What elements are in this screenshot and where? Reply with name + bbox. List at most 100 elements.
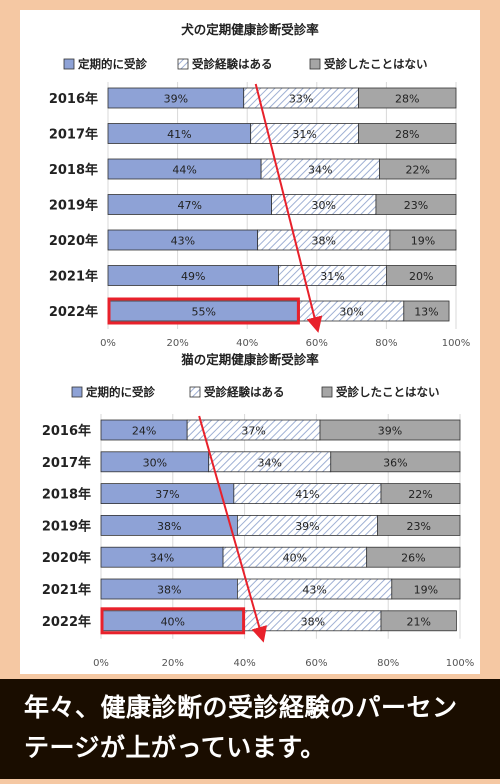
data-label: 33%	[289, 93, 313, 106]
data-label: 23%	[404, 199, 428, 212]
category-label: 2016年	[42, 423, 91, 439]
chart-title: 犬の定期健康診断受診率	[180, 22, 319, 37]
data-label: 43%	[171, 235, 195, 248]
x-tick-label: 80%	[377, 658, 399, 669]
data-label: 49%	[181, 270, 205, 283]
data-label: 38%	[312, 235, 336, 248]
chart-panel: 犬の定期健康診断受診率 定期的に受診 受診経験はある 受診したことはない 0% 20% 40…	[20, 10, 480, 674]
x-tick-label: 40%	[236, 338, 258, 349]
trend-arrow	[254, 83, 323, 333]
data-label: 39%	[378, 425, 402, 438]
bar-segment	[403, 300, 450, 322]
legend-swatch	[321, 386, 333, 398]
data-label: 40%	[283, 552, 307, 565]
x-tick-label: 60%	[306, 338, 328, 349]
highlight-box	[107, 297, 300, 325]
data-label: 22%	[405, 164, 429, 177]
data-label: 23%	[406, 520, 430, 533]
category-label: 2020年	[49, 233, 98, 249]
category-label: 2018年	[42, 487, 91, 503]
bar-segment	[380, 483, 461, 505]
category-label: 2017年	[49, 127, 98, 143]
data-label: 34%	[308, 164, 332, 177]
legend-label: 受診経験はある	[192, 57, 273, 71]
legend-swatch	[71, 386, 83, 398]
caption-text: 年々、健康診断の受診経験のパーセンテージが上がっています。	[0, 679, 500, 779]
category-label: 2018年	[49, 162, 98, 178]
x-tick-label: 20%	[166, 338, 188, 349]
data-label: 30%	[339, 306, 363, 319]
chart-title: 猫の定期健康診断受診率	[181, 352, 319, 367]
data-label: 47%	[178, 199, 202, 212]
bar-segment	[377, 514, 461, 536]
data-label: 34%	[150, 552, 174, 565]
data-label: 30%	[143, 456, 167, 469]
data-label: 31%	[320, 270, 344, 283]
data-label: 43%	[302, 584, 326, 597]
trend-arrow	[198, 415, 268, 643]
bar-segment	[330, 451, 461, 473]
category-label: 2020年	[42, 550, 91, 566]
legend-swatch	[309, 58, 321, 70]
x-tick-label: 100%	[446, 658, 475, 669]
data-label: 21%	[406, 615, 430, 628]
legend-label: 受診したことはない	[336, 385, 440, 399]
legend-swatch	[63, 58, 75, 70]
data-label: 19%	[411, 235, 435, 248]
category-label: 2016年	[49, 91, 98, 107]
category-label: 2022年	[42, 614, 91, 630]
x-tick-label: 20%	[162, 658, 184, 669]
data-label: 26%	[401, 552, 425, 565]
data-label: 13%	[414, 306, 438, 319]
bar-segment	[379, 158, 457, 180]
bar-segment	[366, 546, 461, 568]
data-label: 34%	[258, 456, 282, 469]
legend-label: 受診経験はある	[204, 385, 285, 399]
category-label: 2022年	[49, 304, 98, 320]
highlight-box	[100, 607, 246, 635]
data-label: 31%	[292, 128, 316, 141]
bar-segment	[319, 419, 461, 441]
bar-segment	[391, 578, 461, 600]
data-label: 22%	[408, 488, 432, 501]
x-tick-label: 0%	[93, 658, 109, 669]
data-label: 28%	[395, 93, 419, 106]
data-label: 19%	[414, 584, 438, 597]
x-tick-label: 100%	[442, 338, 471, 349]
bar-segment	[385, 265, 457, 286]
data-label: 41%	[167, 128, 191, 141]
data-label: 41%	[295, 488, 319, 501]
legend-label: 受診したことはない	[324, 57, 428, 71]
data-label: 38%	[157, 520, 181, 533]
data-label: 40%	[161, 615, 185, 628]
category-label: 2019年	[42, 518, 91, 534]
category-label: 2017年	[42, 455, 91, 471]
legend-swatch	[177, 58, 189, 70]
data-label: 24%	[132, 425, 156, 438]
category-label: 2021年	[49, 269, 98, 285]
data-label: 28%	[395, 128, 419, 141]
x-tick-label: 0%	[100, 338, 116, 349]
data-label: 38%	[157, 584, 181, 597]
bar-segment	[375, 194, 457, 215]
data-label: 39%	[164, 93, 188, 106]
data-label: 39%	[295, 520, 319, 533]
x-tick-label: 80%	[375, 338, 397, 349]
bar-segment	[380, 610, 457, 632]
data-label: 20%	[409, 270, 433, 283]
bar-segment	[358, 123, 457, 144]
data-label: 44%	[172, 164, 196, 177]
category-label: 2021年	[42, 582, 91, 598]
data-label: 37%	[241, 425, 265, 438]
x-tick-label: 40%	[233, 658, 255, 669]
x-tick-label: 60%	[305, 658, 327, 669]
bar-segment	[389, 229, 457, 251]
data-label: 36%	[383, 456, 407, 469]
legend-label: 定期的に受診	[78, 57, 147, 71]
category-label: 2019年	[49, 198, 98, 214]
data-label: 30%	[312, 199, 336, 212]
data-label: 55%	[191, 306, 215, 319]
bar-segment	[358, 87, 457, 109]
legend-swatch	[189, 386, 201, 398]
